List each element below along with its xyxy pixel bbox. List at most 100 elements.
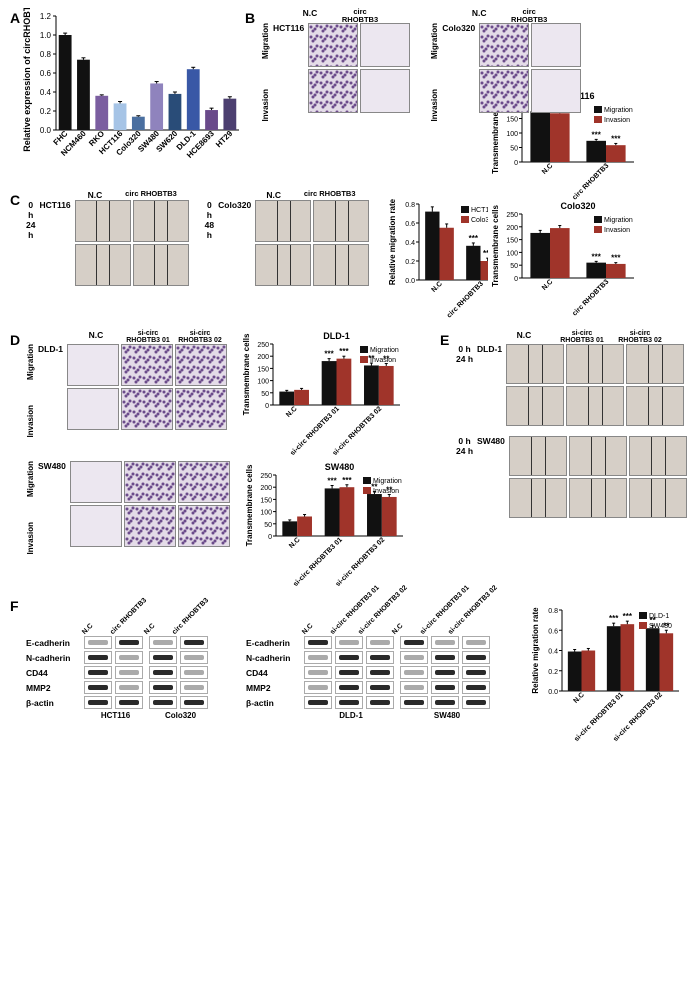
svg-text:si-circ RHOBTB3 02: si-circ RHOBTB3 02	[334, 536, 386, 586]
svg-text:N.C: N.C	[288, 536, 301, 549]
svg-text:Migration: Migration	[373, 478, 402, 485]
svg-text:50: 50	[261, 391, 269, 398]
D-SW480-images: Migration Invasion SW480	[26, 461, 230, 554]
svg-text:Invasion: Invasion	[604, 227, 630, 234]
svg-text:50: 50	[510, 146, 518, 153]
svg-text:Relative migration rate: Relative migration rate	[531, 607, 540, 694]
svg-text:Relative migration rate: Relative migration rate	[388, 198, 397, 285]
B-Colo320-images: N.C circ RHOBTB3 Migration Invasion Colo…	[430, 8, 581, 121]
svg-text:0.6: 0.6	[40, 69, 52, 78]
svg-text:0.8: 0.8	[40, 50, 52, 59]
svg-text:200: 200	[257, 354, 269, 361]
svg-text:***: ***	[611, 254, 621, 263]
svg-text:0.0: 0.0	[548, 689, 558, 696]
svg-text:N.C: N.C	[541, 162, 554, 175]
cell-Colo320: Colo320	[442, 23, 475, 33]
svg-text:0: 0	[514, 160, 518, 167]
svg-text:***: ***	[327, 476, 337, 485]
svg-text:si-circ RHOBTB3 01: si-circ RHOBTB3 01	[292, 536, 344, 586]
panel-B: B N.C circ RHOBTB3 Migration Invasion HC…	[243, 8, 689, 121]
svg-text:si-circ RHOBTB3 01: si-circ RHOBTB3 01	[289, 405, 341, 455]
svg-text:0: 0	[265, 403, 269, 410]
svg-text:0.0: 0.0	[40, 126, 52, 135]
svg-text:Colo320: Colo320	[560, 201, 595, 211]
svg-text:Migration: Migration	[370, 347, 399, 354]
barchart-B-Colo320: 050100150200250N.C******circ RHOBTB3Tran…	[488, 200, 638, 320]
svg-text:150: 150	[257, 366, 269, 373]
time-0h: 0 h	[26, 200, 35, 220]
svg-text:Relative expression of circRHO: Relative expression of circRHOBTB3	[22, 8, 32, 152]
svg-text:0.0: 0.0	[405, 278, 415, 285]
E-SW480: 0 h 24 h SW480	[456, 436, 689, 518]
svg-text:100: 100	[257, 379, 269, 386]
svg-text:150: 150	[260, 497, 272, 504]
panel-label-F: F	[10, 598, 19, 614]
time-48h: 48 h	[205, 220, 214, 240]
barchart-D-SW480: 050100150200250N.C******si-circ RHOBTB3 …	[242, 461, 407, 586]
svg-text:0.6: 0.6	[405, 221, 415, 228]
svg-text:100: 100	[506, 250, 518, 257]
B-HCT116-images: N.C circ RHOBTB3 Migration Invasion HCT1…	[261, 8, 410, 121]
svg-text:Migration: Migration	[604, 217, 633, 224]
svg-text:250: 250	[260, 473, 272, 480]
panel-label-E: E	[440, 332, 449, 348]
svg-text:***: ***	[623, 612, 633, 621]
C-Colo320: N.C circ RHOBTB3 0 h 48 h Colo320	[205, 190, 370, 286]
svg-text:N.C: N.C	[285, 405, 298, 418]
svg-text:0: 0	[514, 276, 518, 283]
col-circ: circ RHOBTB3	[336, 8, 384, 23]
svg-text:***: ***	[339, 347, 349, 356]
svg-text:SW480: SW480	[649, 623, 672, 630]
svg-text:0.8: 0.8	[405, 202, 415, 209]
svg-text:0.4: 0.4	[40, 88, 52, 97]
svg-text:200: 200	[506, 225, 518, 232]
barchart-A: 0.00.20.40.60.81.01.2FHCNCM460RKOHCT116C…	[18, 8, 243, 178]
svg-text:Transmembrane cells: Transmembrane cells	[245, 464, 254, 546]
svg-text:DLD-1: DLD-1	[323, 331, 350, 341]
cell-HCT116: HCT116	[273, 23, 304, 33]
panel-F: F N.Ccirc RHOBTB3N.Ccirc RHOBTB3E-cadher…	[8, 596, 528, 720]
svg-text:100: 100	[506, 131, 518, 138]
svg-text:0: 0	[268, 534, 272, 541]
svg-text:N.C: N.C	[431, 280, 444, 293]
svg-text:Invasion: Invasion	[373, 488, 399, 495]
svg-text:HCT116: HCT116	[471, 207, 488, 214]
svg-text:50: 50	[510, 263, 518, 270]
barchart-E: 0.00.20.40.60.8N.C******si-circ RHOBTB3 …	[528, 596, 683, 746]
svg-text:0.4: 0.4	[548, 649, 558, 656]
svg-text:250: 250	[257, 342, 269, 349]
cell-DLD1: DLD-1	[38, 344, 63, 354]
svg-text:***: ***	[592, 252, 602, 261]
svg-text:0.2: 0.2	[40, 107, 52, 116]
westernblot-right: N.Csi-circ RHOBTB3 01si-circ RHOBTB3 02N…	[246, 596, 498, 720]
svg-text:SW620: SW620	[154, 129, 179, 154]
panel-D: D N.C si-circ RHOBTB3 01 si-circ RHOBTB3…	[8, 330, 438, 586]
row-invasion: Invasion	[261, 89, 270, 121]
svg-text:1.2: 1.2	[40, 12, 52, 21]
time-24h: 24 h	[26, 220, 35, 240]
svg-text:***: ***	[611, 134, 621, 143]
svg-text:0.2: 0.2	[405, 259, 415, 266]
svg-text:***: ***	[609, 614, 619, 623]
svg-text:circ RHOBTB3: circ RHOBTB3	[571, 278, 610, 317]
svg-text:HT29: HT29	[214, 129, 235, 150]
panel-label-D: D	[10, 332, 20, 348]
panel-C: C N.C circ RHOBTB3 0 h 24 h HCT116	[8, 190, 488, 320]
svg-text:SW480: SW480	[325, 462, 355, 472]
svg-text:Colo320: Colo320	[471, 217, 488, 224]
svg-text:circ RHOBTB3: circ RHOBTB3	[571, 162, 610, 200]
svg-text:Invasion: Invasion	[370, 357, 396, 364]
svg-text:Transmembrane cells: Transmembrane cells	[491, 205, 500, 287]
svg-text:N.C: N.C	[541, 278, 554, 291]
D-DLD1-images: N.C si-circ RHOBTB3 01 si-circ RHOBTB3 0…	[26, 330, 227, 437]
barchart-D-DLD1: 0 50 100 150 200 250 N.C *** *** si-circ RHOBTB3 …	[239, 330, 404, 455]
svg-text:0.8: 0.8	[548, 608, 558, 615]
barchart-C: 0.00.20.40.60.8N.C******circ RHOBTB3Rela…	[385, 190, 488, 320]
svg-text:***: ***	[469, 234, 479, 243]
svg-text:***: ***	[342, 476, 352, 485]
svg-text:0.6: 0.6	[548, 628, 558, 635]
svg-text:150: 150	[506, 238, 518, 245]
svg-text:***: ***	[324, 350, 334, 359]
figure: A 0.00.20.40.60.81.01.2FHCNCM460RKOHCT11…	[8, 8, 689, 746]
panel-A: A 0.00.20.40.60.81.01.2FHCNCM460RKOHCT11…	[8, 8, 243, 180]
